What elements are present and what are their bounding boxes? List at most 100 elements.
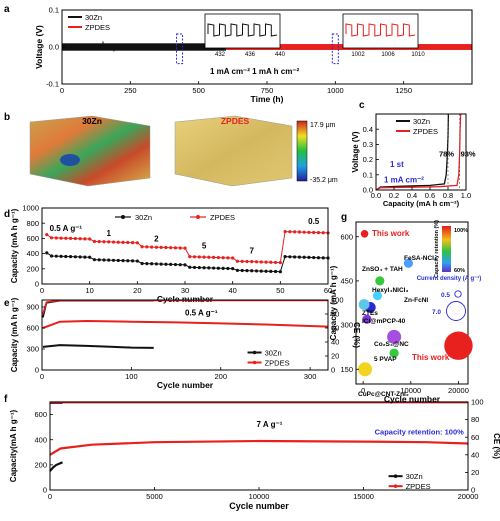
data-point: [178, 246, 182, 250]
panel-d-y-tick-label: 1000: [22, 204, 39, 213]
panel-f-ylabel: Capacity(mA h g⁻¹): [9, 409, 18, 482]
point-label: ICl@mPCP-40: [362, 318, 406, 325]
data-point: [183, 246, 187, 250]
annotation-current: 1 mA cm⁻²: [384, 175, 424, 184]
scatter-point: [389, 348, 399, 358]
panel-c-frame: [375, 113, 467, 191]
panel-e-xlabel: Cycle number: [157, 380, 214, 390]
series-30zn: [42, 344, 154, 349]
panel-label: e: [4, 298, 10, 309]
rate-label: 7: [250, 247, 255, 256]
data-point: [126, 259, 130, 263]
data-point: [302, 255, 306, 259]
data-point: [197, 255, 201, 259]
point-label: 5 PVAP: [374, 356, 397, 363]
data-point: [316, 256, 321, 260]
scatter-point: [444, 331, 473, 360]
size-legend-large: [446, 301, 466, 321]
panel-c-x-tick-label: 1.0: [461, 191, 471, 200]
panel-g-xlabel: Cycle number: [384, 394, 441, 404]
data-point: [69, 255, 73, 259]
data-point: [221, 256, 225, 260]
data-point: [293, 255, 297, 259]
panel-a-x-tick-label: 1250: [395, 86, 412, 95]
inset-tick-label: 440: [275, 52, 286, 58]
panel-e-x-tick-label: 300: [304, 372, 317, 381]
panel-f-y2-tick-label: 0: [471, 486, 475, 495]
data-point: [169, 246, 173, 250]
rate-label: 0.5: [308, 217, 320, 226]
legend-marker: [393, 484, 398, 488]
annotation-78: 78%: [439, 150, 454, 159]
inset-highlight-box: [176, 33, 184, 65]
data-point: [264, 260, 268, 264]
panel-e-y2-tick-label: 40: [331, 338, 339, 347]
panel-label: a: [4, 4, 10, 15]
inset-tick-label: 1006: [381, 52, 395, 58]
data-point: [145, 245, 149, 249]
data-point: [297, 230, 301, 234]
data-point: [140, 245, 144, 249]
surface-label-30zn: 30Zn: [82, 116, 102, 126]
panel-a-x-tick-label: 0: [60, 86, 64, 95]
data-point: [231, 267, 235, 271]
data-point: [250, 269, 254, 273]
panel-e-ylabel: Capacity (mA h g⁻¹): [10, 297, 19, 372]
data-point: [278, 270, 282, 274]
data-point: [259, 260, 263, 264]
size-legend-small-label: 0.5: [441, 292, 450, 299]
panel-d-ylabel: Capacity (mA h g⁻¹): [10, 208, 19, 283]
data-point: [164, 262, 168, 266]
data-point: [140, 261, 144, 266]
data-point: [283, 229, 287, 234]
panel-f-y-tick-label: 0: [43, 486, 47, 495]
data-point: [321, 231, 325, 235]
panel-c-ylabel: Voltage (V): [351, 131, 360, 173]
data-point: [54, 236, 58, 240]
data-point: [207, 266, 211, 270]
panel-g-x-tick-label: 10000: [400, 386, 421, 395]
data-point: [59, 236, 63, 240]
data-point: [64, 254, 68, 259]
inset-tick-label: 432: [215, 52, 226, 58]
panel-d-y-tick-label: 800: [26, 219, 39, 228]
data-point: [78, 255, 82, 259]
panel-f-retention: Capacity retention: 100%: [375, 428, 465, 437]
panel-g-x-tick-label: 20000: [448, 386, 469, 395]
panel-d-y-tick-label: 0: [35, 280, 39, 289]
legend-entry: ZPDES: [210, 213, 235, 222]
data-point: [235, 259, 240, 263]
inset-tick-label: 1010: [411, 52, 425, 58]
panel-f-y-tick-label: 400: [34, 435, 47, 444]
data-point: [240, 259, 244, 263]
data-point: [130, 259, 135, 263]
data-point: [197, 265, 201, 270]
panel-e-y-tick-label: 300: [26, 345, 39, 354]
panel-d-frame: [41, 207, 329, 285]
data-point: [226, 256, 230, 260]
panel-f-x-tick-label: 0: [48, 492, 52, 501]
panel-d-x-tick-label: 10: [85, 286, 93, 295]
data-point: [221, 266, 225, 270]
legend-marker: [252, 360, 257, 365]
legend-marker: [196, 215, 200, 219]
surface-zpdes: [174, 115, 293, 187]
panel-f-y-tick-label: 600: [34, 410, 47, 419]
point-label: This work: [372, 229, 410, 238]
point-label: FeSA-NCI₂: [404, 255, 437, 262]
inset-trace: [207, 23, 278, 37]
panel-d-x-tick-label: 30: [181, 286, 189, 295]
legend-entry: ZPDES: [413, 127, 438, 136]
panel-e-x-tick-label: 0: [40, 372, 44, 381]
panel-a-condition: 1 mA cm⁻² 1 mA h cm⁻²: [210, 67, 300, 76]
panel-label: f: [4, 394, 8, 405]
scatter-point: [372, 291, 383, 301]
series-zpdes: [49, 439, 469, 456]
data-point: [278, 260, 282, 265]
panel-g-y-tick-label: 600: [340, 232, 353, 241]
panel-a-y-tick-label: 0.1: [49, 6, 59, 15]
data-point: [288, 255, 292, 259]
panel-d-x-tick-label: 60: [324, 286, 332, 295]
panel-label: c: [359, 100, 365, 111]
panel-e-y-tick-label: 900: [26, 303, 39, 312]
